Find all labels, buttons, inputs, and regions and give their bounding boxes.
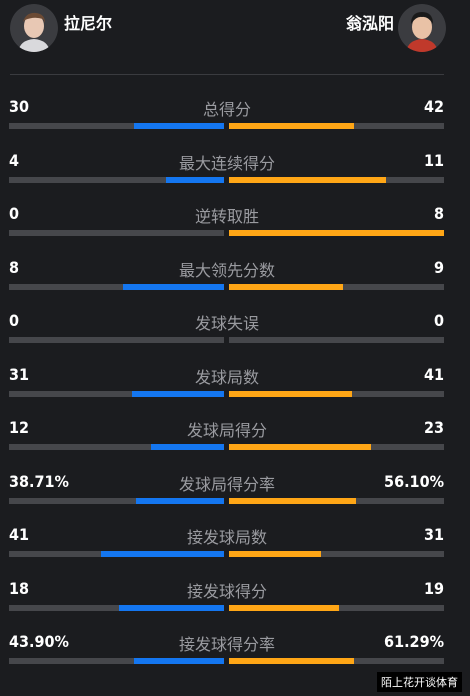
stat-right-bar-fill (229, 230, 444, 236)
stat-row: 8 最大领先分数 9 (0, 254, 470, 307)
stat-right-bar-fill (229, 604, 339, 611)
stat-left-bar-fill (136, 497, 224, 504)
stat-left-bar-track (9, 337, 224, 343)
stat-left-bar-fill (151, 444, 224, 450)
stat-right-value: 23 (423, 418, 444, 437)
stat-right-bar-fill (229, 497, 356, 504)
stat-row: 18 接发球得分 19 (0, 575, 470, 628)
stat-right-bar-track (229, 337, 444, 343)
stat-left-value: 43.90% (9, 632, 69, 651)
stat-right-value: 0 (433, 311, 444, 330)
stat-left-value: 18 (9, 578, 30, 598)
stat-left-value: 38.71% (9, 471, 69, 491)
stat-right-value: 42 (423, 97, 444, 116)
stat-left-bar-track (9, 604, 224, 611)
stat-right-bar-fill (229, 658, 354, 664)
stat-right-bar-fill (229, 551, 321, 557)
stat-right-bar-track (229, 230, 444, 236)
stat-left-value: 30 (9, 97, 30, 116)
stat-left-bar-track (9, 283, 224, 290)
stat-left-bar-track (9, 176, 224, 183)
stat-right-value: 8 (433, 204, 444, 223)
stat-left-value: 12 (9, 418, 30, 437)
stat-label: 发球局数 (194, 367, 259, 387)
stat-left-value: 41 (9, 525, 30, 544)
stat-label: 接发球得分率 (178, 635, 275, 654)
stat-left-value: 0 (9, 311, 20, 330)
stat-left-bar-fill (132, 390, 224, 397)
stat-row: 0 发球失误 0 (0, 307, 470, 360)
stat-right-bar-track (229, 551, 444, 557)
header-divider (10, 74, 444, 75)
stat-right-value: 41 (423, 364, 444, 384)
stat-right-bar-track (229, 444, 444, 450)
stat-left-bar-fill (101, 551, 224, 557)
stat-right-value: 61.29% (384, 632, 444, 651)
stat-right-bar-track (229, 604, 444, 611)
stat-row: 41 接发球局数 31 (0, 521, 470, 574)
stat-left-bar-track (9, 658, 224, 664)
stat-right-value: 19 (423, 578, 444, 598)
right-player-name[interactable]: 翁泓阳 (345, 14, 394, 33)
stat-left-bar-fill (134, 123, 224, 129)
stat-left-bar-track (9, 444, 224, 450)
stat-label: 接发球得分 (186, 581, 267, 601)
stat-label: 最大连续得分 (178, 153, 275, 173)
right-player-avatar[interactable] (398, 4, 446, 52)
stat-left-bar-fill (134, 658, 224, 664)
stat-row: 31 发球局数 41 (0, 361, 470, 414)
stat-right-bar-fill (229, 123, 354, 129)
stat-row: 43.90% 接发球得分率 61.29% (0, 628, 470, 681)
stat-right-bar-fill (229, 176, 386, 183)
stat-row: 0 逆转取胜 8 (0, 200, 470, 253)
stat-left-bar-track (9, 123, 224, 129)
stat-right-value: 31 (423, 525, 444, 544)
stat-label: 逆转取胜 (194, 207, 259, 226)
stat-left-bar-track (9, 551, 224, 557)
stat-left-value: 8 (9, 257, 20, 277)
stat-label: 发球局得分率 (178, 474, 275, 494)
stat-left-value: 31 (9, 364, 30, 384)
left-player-photo (10, 4, 58, 52)
stat-row: 4 最大连续得分 11 (0, 147, 470, 200)
stat-left-bar-track (9, 497, 224, 504)
left-player-name[interactable]: 拉尼尔 (64, 14, 113, 33)
stat-label: 发球局得分 (186, 421, 267, 440)
stat-right-bar-fill (229, 390, 352, 397)
stat-right-bar-track (229, 658, 444, 664)
stat-left-bar-fill (166, 176, 224, 183)
players-header: 拉尼尔 翁泓阳 (0, 0, 470, 60)
stat-right-bar-track (229, 497, 444, 504)
stat-left-bar-fill (119, 604, 224, 611)
stat-left-bar-track (9, 230, 224, 236)
stat-label: 最大领先分数 (178, 260, 275, 280)
stat-right-value: 56.10% (384, 471, 444, 491)
stat-right-bar-fill (229, 283, 343, 290)
stat-row: 30 总得分 42 (0, 93, 470, 146)
stat-label: 总得分 (202, 100, 251, 119)
watermark-text: 陌上花开谈体育 (377, 672, 462, 692)
left-player-avatar[interactable] (10, 4, 58, 52)
stat-right-bar-track (229, 390, 444, 397)
stat-row: 12 发球局得分 23 (0, 414, 470, 467)
stat-right-bar-track (229, 176, 444, 183)
stat-right-value: 9 (433, 257, 444, 277)
stat-left-bar-fill (123, 283, 224, 290)
right-player-photo (398, 4, 446, 52)
stat-label: 发球失误 (194, 314, 259, 333)
stat-left-bar-track (9, 390, 224, 397)
stat-right-value: 11 (423, 150, 444, 170)
stat-left-value: 4 (9, 150, 20, 170)
stat-label: 接发球局数 (186, 528, 267, 547)
stat-row: 38.71% 发球局得分率 56.10% (0, 468, 470, 521)
stat-right-bar-track (229, 283, 444, 290)
stat-right-bar-track (229, 123, 444, 129)
stat-left-value: 0 (9, 204, 20, 223)
stat-right-bar-fill (229, 444, 371, 450)
